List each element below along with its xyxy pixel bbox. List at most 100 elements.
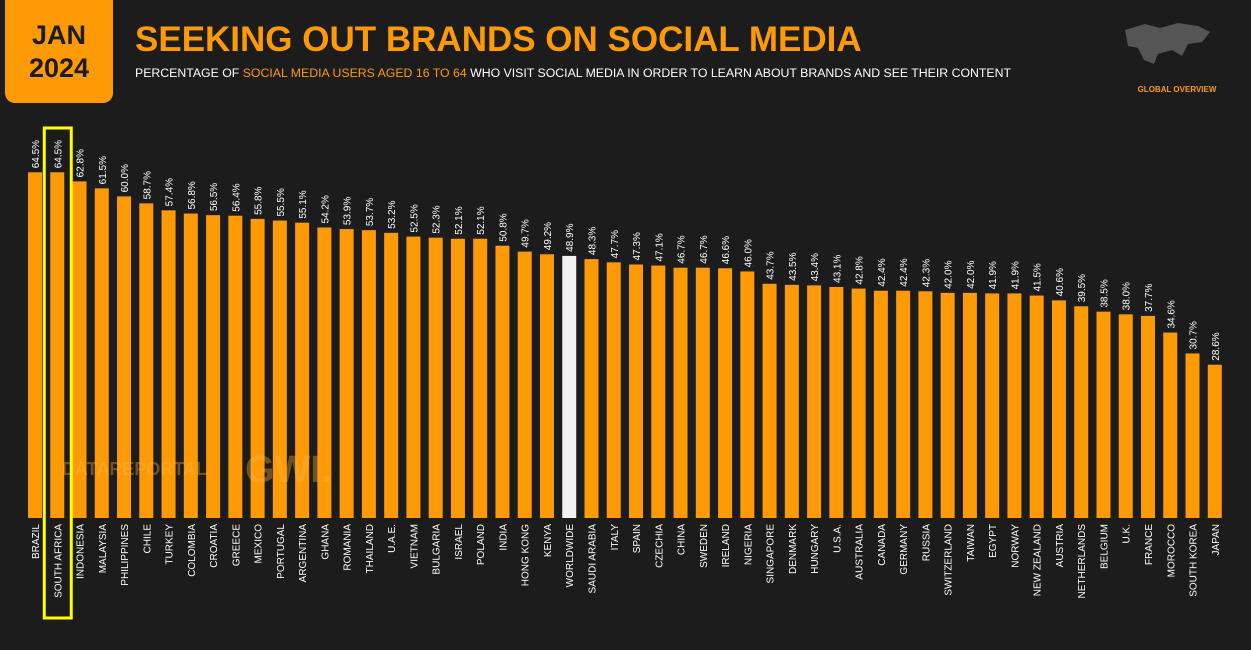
chart-title: SEEKING OUT BRANDS ON SOCIAL MEDIA xyxy=(135,20,862,59)
bar xyxy=(517,251,532,518)
bar xyxy=(606,262,621,518)
bar xyxy=(1007,293,1022,518)
value-label: 52.3% xyxy=(432,205,443,233)
x-tick-label: U.A.E. xyxy=(387,524,398,553)
value-label: 56.4% xyxy=(231,183,242,211)
x-tick-label: AUSTRALIA xyxy=(855,524,866,580)
highlight-box xyxy=(42,126,73,620)
value-label: 62.8% xyxy=(76,149,87,177)
value-label: 58.7% xyxy=(142,171,153,199)
x-tick-label: SAUDI ARABIA xyxy=(588,524,599,594)
x-tick-label: SPAIN xyxy=(632,524,643,553)
bar xyxy=(673,267,688,518)
x-tick-label: AUSTRIA xyxy=(1055,524,1066,568)
x-tick-label: MOROCCO xyxy=(1166,524,1177,578)
bar xyxy=(339,229,354,518)
value-label: 39.5% xyxy=(1077,274,1088,302)
x-tick-label: BRAZIL xyxy=(31,524,42,559)
x-tick-label: BELGIUM xyxy=(1099,524,1110,569)
value-label: 43.5% xyxy=(788,252,799,280)
bar xyxy=(384,232,399,518)
x-tick-label: TAIWAN xyxy=(966,524,977,562)
value-label: 30.7% xyxy=(1189,321,1200,349)
bar xyxy=(495,245,510,518)
value-label: 43.7% xyxy=(766,251,777,279)
bar xyxy=(1185,353,1200,518)
value-label: 47.1% xyxy=(654,233,665,261)
value-label: 42.0% xyxy=(966,260,977,288)
value-label: 52.1% xyxy=(476,206,487,234)
bar xyxy=(50,172,65,518)
value-label: 54.2% xyxy=(320,195,331,223)
x-tick-label: VIETNAM xyxy=(409,524,420,568)
value-label: 43.1% xyxy=(832,255,843,283)
value-label: 60.0% xyxy=(120,164,131,192)
value-label: 42.0% xyxy=(944,260,955,288)
x-tick-label: TURKEY xyxy=(165,524,176,565)
value-label: 38.0% xyxy=(1122,282,1133,310)
bar xyxy=(117,196,132,518)
x-tick-label: SWEDEN xyxy=(699,524,710,568)
bar xyxy=(807,285,822,518)
bar xyxy=(1141,315,1155,518)
value-label: 43.4% xyxy=(810,253,821,281)
bar xyxy=(1163,332,1178,518)
x-tick-label: RUSSIA xyxy=(921,524,932,562)
x-tick-label: NIGERIA xyxy=(743,524,754,565)
bar xyxy=(94,188,109,519)
x-tick-label: BULGARIA xyxy=(432,524,443,575)
bar xyxy=(361,230,376,518)
value-label: 53.7% xyxy=(365,198,376,226)
bar xyxy=(228,215,243,519)
x-tick-label: GREECE xyxy=(231,524,242,567)
bar xyxy=(72,181,87,518)
value-label: 49.7% xyxy=(521,219,532,247)
value-label: 56.5% xyxy=(209,183,220,211)
subtitle: PERCENTAGE OF SOCIAL MEDIA USERS AGED 16… xyxy=(135,66,1012,80)
bar xyxy=(450,238,465,518)
value-label: 47.3% xyxy=(632,232,643,260)
x-tick-label: MEXICO xyxy=(254,524,265,564)
x-tick-label: MALAYSIA xyxy=(98,524,109,574)
bar xyxy=(1207,364,1222,518)
bar xyxy=(317,227,332,518)
x-tick-label: ITALY xyxy=(610,524,621,551)
value-label: 64.5% xyxy=(53,140,64,168)
x-tick-label: SWITZERLAND xyxy=(944,524,955,596)
value-label: 52.1% xyxy=(454,206,465,234)
bar xyxy=(629,264,644,518)
x-tick-label: GHANA xyxy=(320,524,331,560)
value-label: 55.1% xyxy=(298,190,309,218)
value-label: 42.4% xyxy=(899,258,910,286)
bar xyxy=(851,288,866,518)
bar xyxy=(183,213,198,518)
x-tick-label: EGYPT xyxy=(988,524,999,558)
x-tick-label: JAPAN xyxy=(1211,524,1222,556)
bar xyxy=(473,238,488,518)
x-tick-label: CANADA xyxy=(877,524,888,566)
x-tick-label: IRELAND xyxy=(721,524,732,567)
x-tick-label: HUNGARY xyxy=(810,524,821,574)
bar xyxy=(940,292,955,518)
x-tick-label: NORWAY xyxy=(1010,524,1021,568)
badge-month: JAN xyxy=(32,20,86,50)
x-tick-label: CHILE xyxy=(142,524,153,554)
bar xyxy=(428,237,443,518)
x-tick-label: CHINA xyxy=(677,524,688,555)
bar xyxy=(406,236,421,518)
x-tick-label: INDONESIA xyxy=(76,524,87,579)
value-label: 42.4% xyxy=(877,258,888,286)
bar xyxy=(985,293,1000,518)
value-label: 46.6% xyxy=(721,236,732,264)
bar xyxy=(295,222,310,518)
bar xyxy=(584,259,599,518)
value-label: 57.4% xyxy=(165,178,176,206)
value-label: 61.5% xyxy=(98,156,109,184)
value-label: 56.8% xyxy=(187,181,198,209)
subtitle-part: SOCIAL MEDIA USERS AGED 16 TO 64 xyxy=(243,66,467,80)
bar xyxy=(206,215,221,518)
value-label: 49.2% xyxy=(543,222,554,250)
badge xyxy=(5,0,113,103)
